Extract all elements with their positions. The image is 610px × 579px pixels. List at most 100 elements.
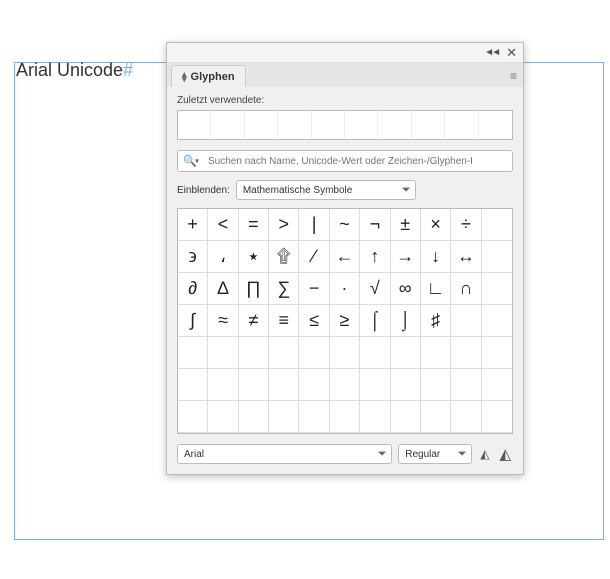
recent-cell[interactable]	[479, 111, 512, 139]
glyph-cell[interactable]	[330, 401, 360, 433]
glyph-cell[interactable]: ∕	[299, 241, 329, 273]
glyph-cell[interactable]: ٭	[239, 241, 269, 273]
glyph-cell[interactable]	[482, 337, 512, 369]
glyph-cell[interactable]: ∫	[178, 305, 208, 337]
glyph-cell[interactable]	[269, 401, 299, 433]
glyph-cell[interactable]	[451, 401, 481, 433]
glyph-cell[interactable]: ∞	[391, 273, 421, 305]
glyph-cell[interactable]	[178, 369, 208, 401]
glyph-cell[interactable]: ≤	[299, 305, 329, 337]
glyph-cell[interactable]: ⌡	[391, 305, 421, 337]
glyph-cell[interactable]	[482, 241, 512, 273]
glyph-cell[interactable]: ≡	[269, 305, 299, 337]
recent-cell[interactable]	[278, 111, 311, 139]
glyph-cell[interactable]: ∩	[451, 273, 481, 305]
search-dropdown-icon[interactable]: ▾	[195, 157, 199, 166]
glyph-cell[interactable]	[421, 337, 451, 369]
recent-cell[interactable]	[245, 111, 278, 139]
glyph-cell[interactable]	[482, 305, 512, 337]
style-dropdown[interactable]: Regular	[398, 444, 472, 464]
glyph-cell[interactable]: ≈	[208, 305, 238, 337]
glyph-cell[interactable]: ∟	[421, 273, 451, 305]
glyph-cell[interactable]	[299, 337, 329, 369]
glyph-cell[interactable]	[239, 369, 269, 401]
glyph-cell[interactable]: ×	[421, 209, 451, 241]
recent-cell[interactable]	[312, 111, 345, 139]
glyph-cell[interactable]: ¬	[360, 209, 390, 241]
close-icon[interactable]: ✕	[506, 45, 517, 61]
panel-menu-icon[interactable]: ≡	[510, 69, 517, 83]
glyph-cell[interactable]	[391, 401, 421, 433]
glyph-cell[interactable]: ∙	[330, 273, 360, 305]
glyph-cell[interactable]	[178, 337, 208, 369]
glyph-cell[interactable]: ≠	[239, 305, 269, 337]
glyph-cell[interactable]	[451, 369, 481, 401]
zoom-out-icon[interactable]: ◭	[478, 447, 491, 461]
zoom-in-icon[interactable]: ◭	[497, 445, 513, 463]
glyph-cell[interactable]	[299, 369, 329, 401]
recent-cell[interactable]	[178, 111, 211, 139]
tab-glyphen[interactable]: ▴▾ Glyphen	[171, 65, 246, 87]
glyph-cell[interactable]: →	[391, 241, 421, 273]
glyph-cell[interactable]: =	[239, 209, 269, 241]
glyph-cell[interactable]: ↓	[421, 241, 451, 273]
glyph-cell[interactable]	[208, 401, 238, 433]
glyph-cell[interactable]: ∑	[269, 273, 299, 305]
glyph-cell[interactable]	[451, 337, 481, 369]
glyph-cell[interactable]: +	[178, 209, 208, 241]
glyph-cell[interactable]	[330, 369, 360, 401]
glyph-cell[interactable]	[421, 369, 451, 401]
glyph-cell[interactable]: ↔	[451, 241, 481, 273]
glyph-cell[interactable]	[482, 401, 512, 433]
glyph-cell[interactable]: ↑	[360, 241, 390, 273]
glyph-cell[interactable]: ∂	[178, 273, 208, 305]
recent-cell[interactable]	[211, 111, 244, 139]
filter-label: Einblenden:	[177, 185, 230, 196]
filter-dropdown[interactable]: Mathematische Symbole	[236, 180, 416, 200]
glyph-cell[interactable]	[208, 337, 238, 369]
glyph-cell[interactable]: ۩	[269, 241, 299, 273]
glyph-cell[interactable]	[421, 401, 451, 433]
glyph-cell[interactable]	[299, 401, 329, 433]
glyph-cell[interactable]	[360, 369, 390, 401]
glyph-cell[interactable]	[178, 401, 208, 433]
glyph-cell[interactable]: ∏	[239, 273, 269, 305]
recent-cell[interactable]	[412, 111, 445, 139]
recent-cell[interactable]	[378, 111, 411, 139]
glyph-cell[interactable]	[269, 369, 299, 401]
glyph-cell[interactable]: √	[360, 273, 390, 305]
glyph-cell[interactable]	[239, 337, 269, 369]
glyph-cell[interactable]: ~	[330, 209, 360, 241]
glyph-cell[interactable]: ϶	[178, 241, 208, 273]
glyph-cell[interactable]	[360, 401, 390, 433]
glyph-cell[interactable]: ∆	[208, 273, 238, 305]
glyph-cell[interactable]: >	[269, 209, 299, 241]
glyph-cell[interactable]: ÷	[451, 209, 481, 241]
glyph-cell[interactable]: −	[299, 273, 329, 305]
glyph-cell[interactable]: ←	[330, 241, 360, 273]
glyph-cell[interactable]: ⌠	[360, 305, 390, 337]
glyph-cell[interactable]	[239, 401, 269, 433]
glyph-cell[interactable]: |	[299, 209, 329, 241]
collapse-icon[interactable]: ◄◄	[484, 47, 498, 58]
glyph-cell[interactable]: ±	[391, 209, 421, 241]
glyph-cell[interactable]	[391, 369, 421, 401]
glyph-cell[interactable]	[482, 369, 512, 401]
recent-cell[interactable]	[345, 111, 378, 139]
search-input[interactable]	[177, 150, 513, 172]
glyph-cell[interactable]	[330, 337, 360, 369]
glyph-cell[interactable]	[360, 337, 390, 369]
glyph-cell[interactable]	[451, 305, 481, 337]
tab-sort-icon: ▴▾	[182, 72, 187, 82]
glyph-cell[interactable]: ،	[208, 241, 238, 273]
recent-cell[interactable]	[445, 111, 478, 139]
glyph-cell[interactable]: <	[208, 209, 238, 241]
glyph-cell[interactable]	[482, 273, 512, 305]
glyph-cell[interactable]	[208, 369, 238, 401]
glyph-cell[interactable]	[269, 337, 299, 369]
glyph-cell[interactable]	[391, 337, 421, 369]
glyph-cell[interactable]: ♯	[421, 305, 451, 337]
glyph-cell[interactable]: ≥	[330, 305, 360, 337]
glyph-cell[interactable]	[482, 209, 512, 241]
font-dropdown[interactable]: Arial	[177, 444, 392, 464]
